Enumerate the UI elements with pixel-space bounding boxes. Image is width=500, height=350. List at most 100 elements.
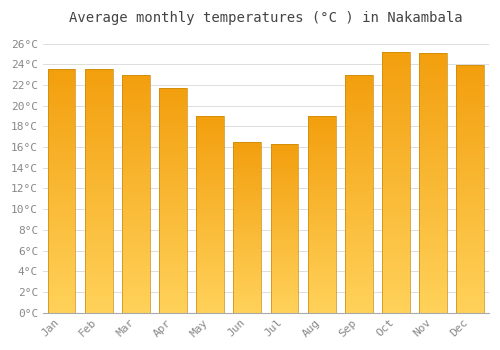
Bar [85, 235, 112, 237]
Bar [234, 198, 262, 200]
Bar [419, 105, 447, 107]
Bar [85, 215, 112, 218]
Bar [419, 193, 447, 196]
Bar [122, 117, 150, 120]
Bar [85, 128, 112, 130]
Bar [48, 147, 76, 150]
Bar [270, 296, 298, 298]
Bar [456, 154, 484, 157]
Bar [234, 292, 262, 294]
Bar [456, 97, 484, 100]
Bar [159, 234, 187, 236]
Bar [270, 211, 298, 213]
Bar [382, 310, 410, 313]
Bar [234, 195, 262, 197]
Bar [196, 144, 224, 146]
Bar [419, 115, 447, 118]
Bar [234, 171, 262, 173]
Bar [122, 151, 150, 153]
Bar [270, 255, 298, 257]
Bar [270, 210, 298, 211]
Bar [270, 264, 298, 265]
Bar [196, 147, 224, 149]
Bar [308, 265, 336, 267]
Bar [419, 152, 447, 154]
Bar [234, 169, 262, 171]
Bar [456, 305, 484, 308]
Bar [234, 154, 262, 155]
Bar [159, 196, 187, 198]
Bar [456, 226, 484, 229]
Bar [419, 53, 447, 313]
Bar [382, 120, 410, 122]
Bar [382, 229, 410, 232]
Bar [85, 205, 112, 208]
Bar [122, 146, 150, 148]
Bar [270, 277, 298, 279]
Title: Average monthly temperatures (°C ) in Nakambala: Average monthly temperatures (°C ) in Na… [69, 11, 462, 25]
Bar [382, 253, 410, 255]
Bar [308, 297, 336, 299]
Bar [48, 266, 76, 269]
Bar [270, 177, 298, 180]
Bar [382, 305, 410, 307]
Bar [234, 155, 262, 157]
Bar [48, 118, 76, 120]
Bar [345, 194, 373, 196]
Bar [159, 259, 187, 261]
Bar [270, 208, 298, 210]
Bar [345, 139, 373, 141]
Bar [196, 116, 224, 118]
Bar [270, 166, 298, 168]
Bar [456, 78, 484, 80]
Bar [382, 148, 410, 151]
Bar [345, 177, 373, 179]
Bar [456, 169, 484, 171]
Bar [85, 254, 112, 257]
Bar [122, 125, 150, 127]
Bar [122, 210, 150, 213]
Bar [270, 265, 298, 267]
Bar [196, 289, 224, 291]
Bar [196, 153, 224, 155]
Bar [234, 277, 262, 279]
Bar [456, 238, 484, 241]
Bar [85, 94, 112, 96]
Bar [234, 193, 262, 195]
Bar [270, 146, 298, 147]
Bar [85, 218, 112, 220]
Bar [85, 232, 112, 235]
Bar [308, 141, 336, 144]
Bar [85, 259, 112, 261]
Bar [456, 298, 484, 300]
Bar [196, 230, 224, 232]
Bar [419, 162, 447, 164]
Bar [270, 189, 298, 191]
Bar [308, 224, 336, 226]
Bar [456, 147, 484, 149]
Bar [419, 211, 447, 214]
Bar [345, 82, 373, 84]
Bar [456, 75, 484, 78]
Bar [419, 183, 447, 186]
Bar [234, 220, 262, 222]
Bar [85, 244, 112, 247]
Bar [234, 244, 262, 246]
Bar [456, 139, 484, 142]
Bar [382, 273, 410, 276]
Bar [48, 149, 76, 152]
Bar [85, 145, 112, 147]
Bar [382, 239, 410, 242]
Bar [122, 272, 150, 274]
Bar [456, 181, 484, 184]
Bar [419, 240, 447, 243]
Bar [122, 177, 150, 179]
Bar [456, 253, 484, 256]
Bar [382, 279, 410, 281]
Bar [382, 268, 410, 271]
Bar [308, 181, 336, 183]
Bar [122, 208, 150, 210]
Bar [234, 256, 262, 258]
Bar [382, 151, 410, 154]
Bar [382, 172, 410, 174]
